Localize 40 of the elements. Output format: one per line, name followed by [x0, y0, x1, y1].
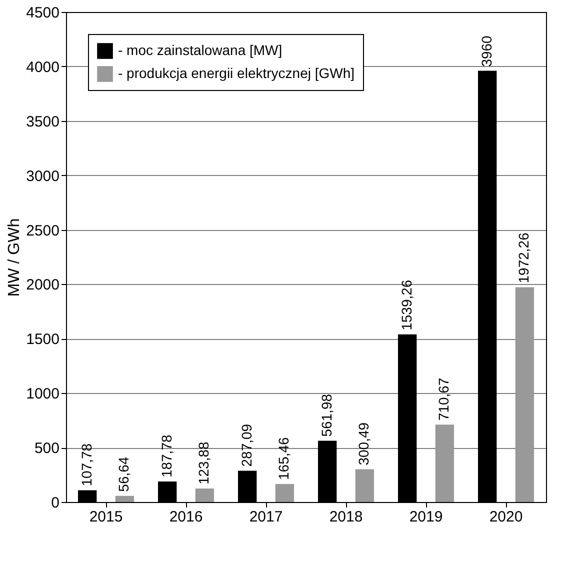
bar [275, 484, 294, 502]
y-tick-label: 2000 [26, 276, 60, 294]
bar [515, 287, 534, 502]
data-label: 165,46 [276, 436, 292, 480]
x-tick-label: 2015 [89, 508, 123, 526]
x-tick-label: 2018 [329, 508, 363, 526]
y-tick-label: 0 [51, 494, 60, 512]
y-tick-label: 500 [34, 440, 60, 458]
data-label: 187,78 [158, 434, 174, 478]
x-tick-label: 2020 [489, 508, 523, 526]
bar [238, 470, 257, 502]
y-tick-label: 3500 [26, 113, 60, 130]
bar [115, 496, 134, 502]
x-tick-label: 2019 [409, 508, 443, 526]
bar [195, 488, 214, 502]
data-label: 123,88 [196, 441, 212, 485]
data-label: 56,64 [116, 456, 132, 492]
y-tick-label: 1500 [26, 331, 60, 348]
y-tick-label: 1000 [26, 386, 60, 403]
data-label: 287,09 [238, 424, 254, 467]
data-label: 1539,26 [398, 280, 414, 330]
data-label: 107,78 [78, 443, 94, 486]
data-label: 3960 [478, 35, 494, 67]
data-label: 1972,26 [516, 232, 532, 284]
bar [78, 490, 97, 502]
data-label: 561,98 [318, 394, 334, 437]
bar [435, 424, 454, 502]
data-label: 300,49 [356, 422, 372, 466]
y-tick-label: 2500 [26, 222, 60, 240]
bar [158, 482, 177, 502]
x-tick-label: 2016 [169, 508, 203, 526]
bar [355, 469, 374, 502]
data-label: 710,67 [436, 378, 452, 421]
legend-label: - moc zainstalowana [MW] [118, 42, 282, 58]
y-tick-label: 4500 [26, 4, 60, 22]
y-axis-title: MW / GWh [6, 218, 24, 297]
y-tick-label: 4000 [26, 58, 60, 76]
legend-label: - produkcja energii elektrycznej [GWh] [118, 65, 355, 81]
x-tick-label: 2017 [249, 508, 283, 526]
y-tick-label: 3000 [26, 168, 60, 185]
